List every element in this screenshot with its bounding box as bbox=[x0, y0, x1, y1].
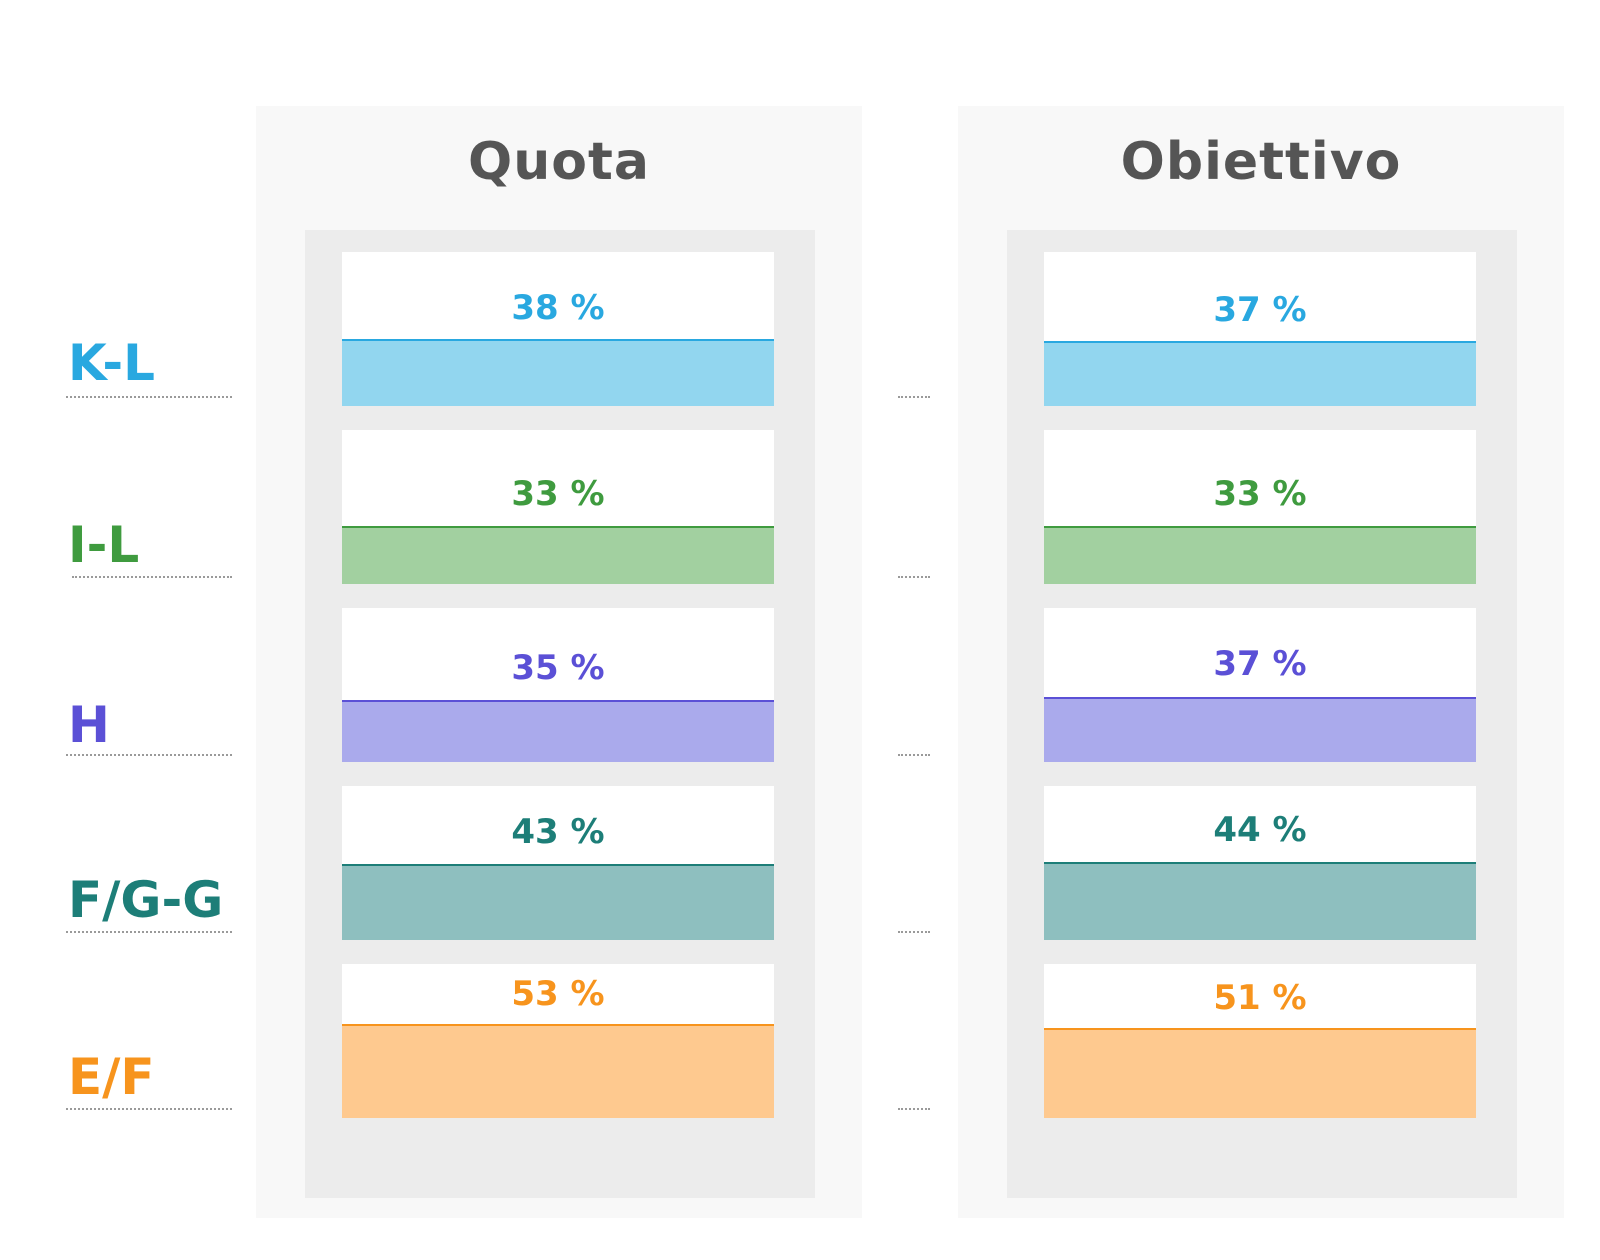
category-label-h: H bbox=[68, 696, 110, 754]
bar-card-e-f: 51 % bbox=[1044, 964, 1476, 1118]
value-label: 51 % bbox=[1213, 978, 1307, 1018]
leader-dots bbox=[66, 931, 232, 933]
bar-card-f-g-g: 43 % bbox=[342, 786, 774, 940]
category-label-e-f: E/F bbox=[68, 1048, 155, 1106]
panel-inner: 38 % 33 % 35 % 43 % 53 % bbox=[305, 230, 815, 1198]
bar-fill bbox=[342, 864, 774, 940]
panel-quota: Quota 38 % 33 % 35 % 43 % 53 % bbox=[256, 106, 862, 1218]
value-label: 43 % bbox=[511, 812, 605, 852]
value-label: 37 % bbox=[1213, 290, 1307, 330]
leader-dots bbox=[66, 396, 232, 398]
value-label: 38 % bbox=[511, 288, 605, 328]
bar-fill bbox=[1044, 697, 1476, 762]
panel-title-quota: Quota bbox=[468, 132, 650, 192]
leader-dots bbox=[898, 1108, 930, 1110]
bar-fill bbox=[342, 526, 774, 584]
bar-card-h: 37 % bbox=[1044, 608, 1476, 762]
bar-card-f-g-g: 44 % bbox=[1044, 786, 1476, 940]
bar-fill bbox=[342, 1024, 774, 1118]
value-label: 33 % bbox=[511, 474, 605, 514]
leader-dots bbox=[898, 754, 930, 756]
value-label: 53 % bbox=[511, 974, 605, 1014]
bar-fill bbox=[342, 700, 774, 762]
bar-fill bbox=[1044, 341, 1476, 406]
panel-inner: 37 % 33 % 37 % 44 % 51 % bbox=[1007, 230, 1517, 1198]
bar-card-i-l: 33 % bbox=[342, 430, 774, 584]
leader-dots bbox=[898, 396, 930, 398]
bar-fill bbox=[342, 339, 774, 406]
leader-dots bbox=[66, 754, 232, 756]
category-label-f-g-g: F/G-G bbox=[68, 871, 224, 929]
bar-card-h: 35 % bbox=[342, 608, 774, 762]
value-label: 33 % bbox=[1213, 474, 1307, 514]
category-label-i-l: I-L bbox=[68, 516, 140, 574]
bar-fill bbox=[1044, 862, 1476, 940]
bar-fill bbox=[1044, 1028, 1476, 1118]
bar-fill bbox=[1044, 526, 1476, 584]
bar-card-e-f: 53 % bbox=[342, 964, 774, 1118]
bar-card-i-l: 33 % bbox=[1044, 430, 1476, 584]
value-label: 44 % bbox=[1213, 810, 1307, 850]
category-label-k-l: K-L bbox=[68, 334, 156, 392]
leader-dots bbox=[66, 1108, 232, 1110]
leader-dots bbox=[898, 576, 930, 578]
leader-dots bbox=[898, 931, 930, 933]
value-label: 35 % bbox=[511, 648, 605, 688]
leader-dots bbox=[72, 576, 232, 578]
bar-card-k-l: 37 % bbox=[1044, 252, 1476, 406]
panel-obiettivo: Obiettivo 37 % 33 % 37 % 44 % 51 % bbox=[958, 106, 1564, 1218]
value-label: 37 % bbox=[1213, 644, 1307, 684]
bar-card-k-l: 38 % bbox=[342, 252, 774, 406]
panel-title-obiettivo: Obiettivo bbox=[1120, 132, 1402, 192]
